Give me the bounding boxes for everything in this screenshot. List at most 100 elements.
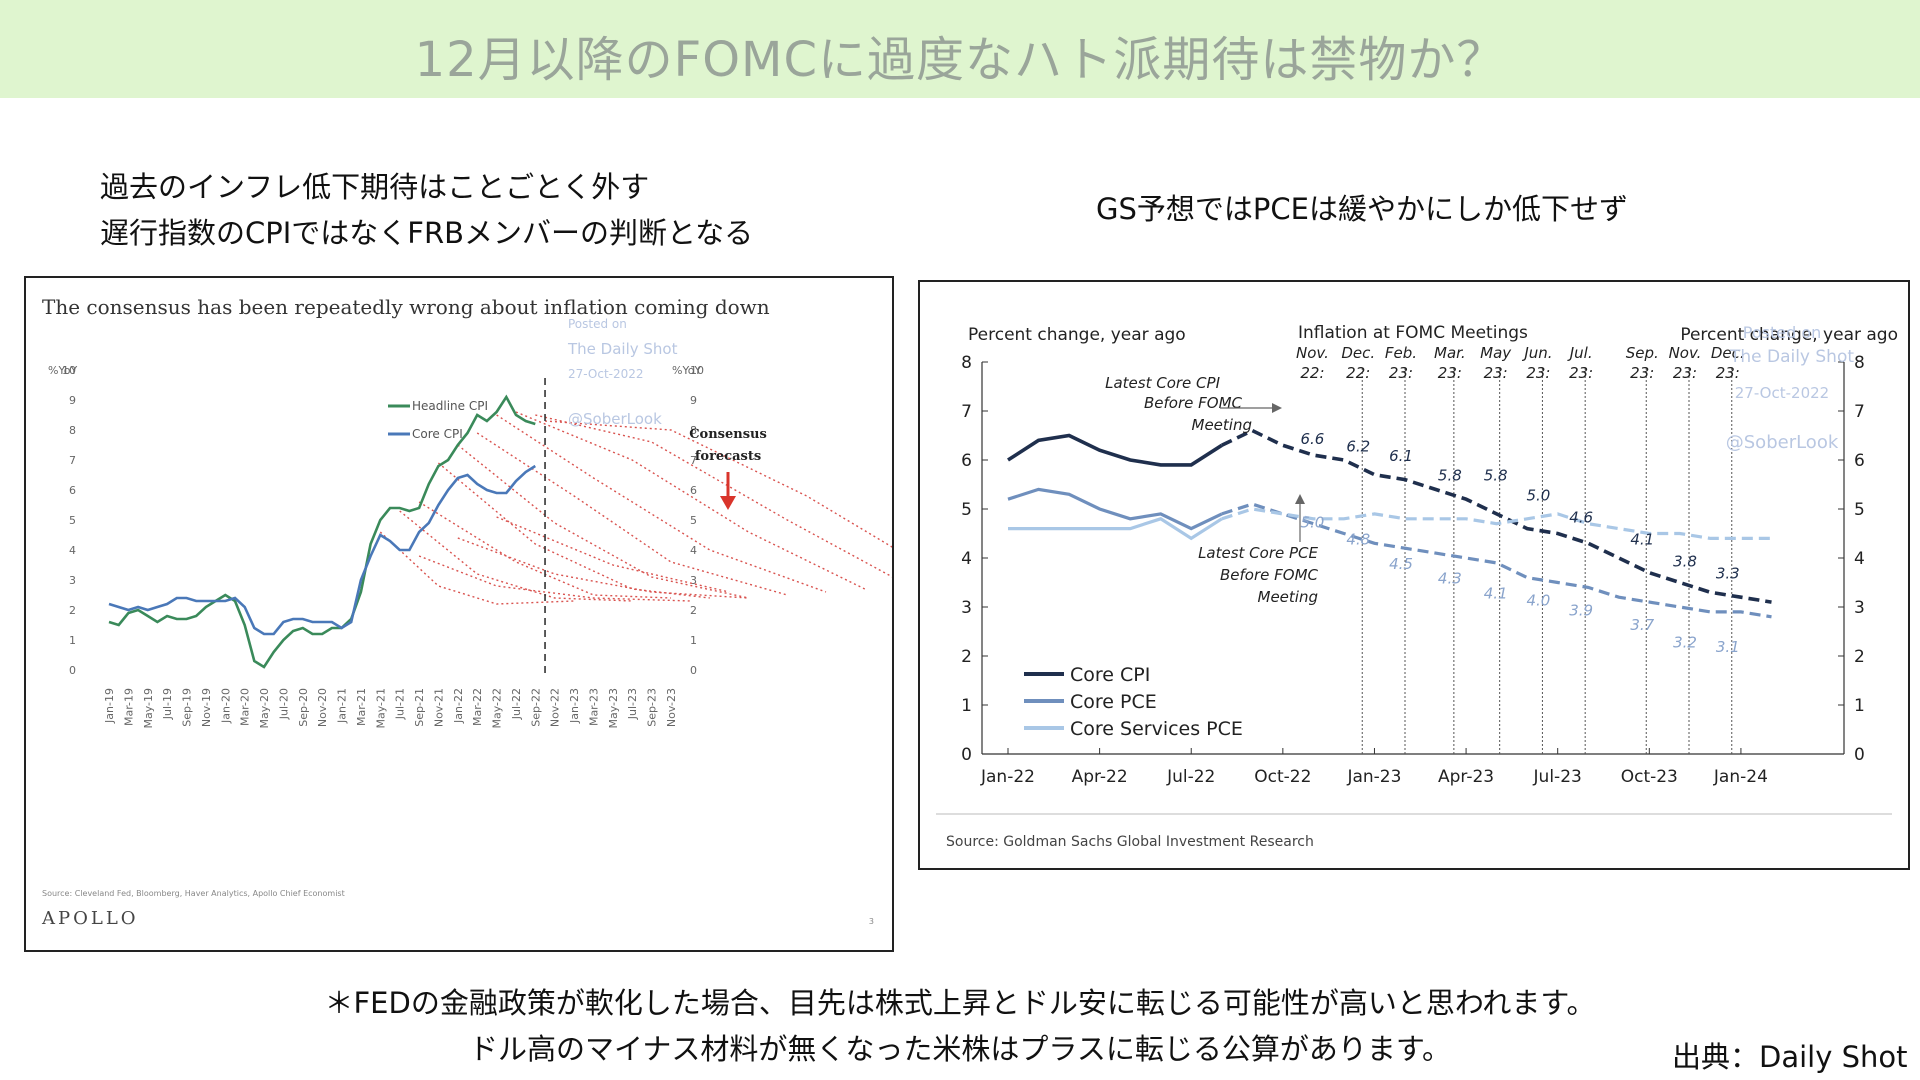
core-cpi-value-label: 6.6 <box>1301 430 1325 448</box>
apollo-logo: APOLLO <box>41 908 139 929</box>
y-axis-label-left: Percent change, year ago <box>968 325 1186 345</box>
x-tick-label: Sep-20 <box>297 688 310 727</box>
cpi-note-line: Before FOMC <box>1144 394 1243 412</box>
left-caption-line1: 過去のインフレ低下期待はことごとく外す <box>100 170 650 204</box>
core-pce-value-label: 4.1 <box>1484 584 1508 602</box>
watermark-text: Posted on <box>568 317 627 331</box>
y-tick-label-left: 7 <box>69 454 76 467</box>
legend-label: Core PCE <box>1070 691 1157 713</box>
x-tick-label: Mar-21 <box>355 688 368 726</box>
chart-title: Inflation at FOMC Meetings <box>1298 323 1528 343</box>
x-tick-label: Mar-23 <box>587 688 600 726</box>
y-tick-label-left: 4 <box>69 544 76 557</box>
x-tick-label: Mar-22 <box>471 688 484 726</box>
x-tick-label: Jul-22 <box>1166 767 1215 787</box>
y-tick-label-right: 4 <box>690 544 697 557</box>
core-pce-value-label: 3.9 <box>1569 601 1593 619</box>
note-line1: ＊FEDの金融政策が軟化した場合、目先は株式上昇とドル安に転じる可能性が高いと思… <box>324 986 1596 1020</box>
left-caption-line2: 遅行指数のCPIではなくFRBメンバーの判断となる <box>100 216 754 250</box>
x-tick-label: May-21 <box>374 688 387 729</box>
legend-label: Core CPI <box>1070 664 1150 686</box>
consensus-forecast-line <box>399 510 633 602</box>
annotation-line2: forecasts <box>695 449 761 464</box>
consensus-forecast-line <box>418 555 691 602</box>
watermark-text: @SoberLook <box>568 410 662 428</box>
y-tick-label-right: 6 <box>1854 451 1865 471</box>
y-tick-label-left: 2 <box>69 604 76 617</box>
title-banner: 12月以降のFOMCに過度なハト派期待は禁物か？ <box>0 0 1920 98</box>
x-tick-label: Mar-20 <box>239 688 252 726</box>
x-tick-label: May-22 <box>491 688 504 729</box>
core-pce-value-label: 4.3 <box>1438 570 1462 588</box>
y-tick-label-left: 0 <box>69 664 76 677</box>
x-tick-label: Jan-22 <box>980 767 1035 787</box>
meeting-label-month: Nov. <box>1296 344 1329 362</box>
y-tick-label-left: 8 <box>69 424 76 437</box>
core-pce-value-label: 3.1 <box>1716 638 1740 656</box>
meeting-label-year: 22: <box>1346 364 1370 382</box>
series-line-core-services-pce-forecast <box>1221 507 1772 540</box>
y-tick-label-left: 6 <box>961 451 972 471</box>
series-line-core-pce <box>1007 487 1223 531</box>
consensus-forecast-line <box>457 537 749 599</box>
apollo-chart: The consensus has been repeatedly wrong … <box>41 295 943 929</box>
core-cpi-value-label: 6.1 <box>1389 447 1413 465</box>
core-pce-value-label: 3.2 <box>1673 633 1697 651</box>
meeting-label-month: Mar. <box>1434 344 1466 362</box>
watermark-text: The Daily Shot <box>567 340 678 358</box>
y-tick-label-left: 5 <box>69 514 76 527</box>
note-line2: ドル高のマイナス材料が無くなった米株はプラスに転じる公算があります。 <box>469 1032 1451 1066</box>
y-tick-label-left: 4 <box>961 549 972 569</box>
x-tick-label: Sep-22 <box>529 688 542 727</box>
left-caption: 過去のインフレ低下期待はことごとく外す 遅行指数のCPIではなくFRBメンバーの… <box>100 164 753 256</box>
meeting-label-month: Dec. <box>1711 344 1745 362</box>
meeting-label-month: May <box>1480 344 1512 362</box>
consensus-forecast-line <box>379 531 575 605</box>
pce-note-line: Latest Core PCE <box>1198 544 1318 562</box>
x-tick-label: Sep-21 <box>413 688 426 727</box>
chart-source: Source: Cleveland Fed, Bloomberg, Haver … <box>42 889 345 898</box>
y-tick-label-right: 6 <box>690 484 697 497</box>
x-tick-label: Apr-22 <box>1072 767 1128 787</box>
pce-note-line: Meeting <box>1258 588 1318 606</box>
y-tick-label-right: 7 <box>690 454 697 467</box>
x-tick-label: Jul-23 <box>626 688 639 720</box>
watermark-text: Posted on <box>1743 323 1822 342</box>
meeting-label-year: 22: <box>1300 364 1324 382</box>
apollo-chart-frame: The consensus has been repeatedly wrong … <box>24 276 943 952</box>
meeting-label-month: Dec. <box>1341 344 1375 362</box>
core-cpi-value-label: 5.8 <box>1438 467 1462 485</box>
page-title: 12月以降のFOMCに過度なハト派期待は禁物か？ <box>414 32 1506 88</box>
meeting-label-year: 23: <box>1630 364 1654 382</box>
y-tick-label-left: 0 <box>961 745 972 765</box>
x-tick-label: Jul-22 <box>510 688 523 720</box>
core-cpi-value-label: 3.8 <box>1673 552 1697 570</box>
legend-label: Core Services PCE <box>1070 718 1243 740</box>
x-tick-label: Nov-22 <box>549 688 562 727</box>
y-tick-label-left: 1 <box>961 696 972 716</box>
core-pce-value-label: 4.8 <box>1346 530 1370 548</box>
y-tick-label-right: 1 <box>690 634 697 647</box>
x-tick-label: Sep-19 <box>181 688 194 727</box>
y-tick-label-right: 5 <box>1854 500 1865 520</box>
y-tick-label-left: 10 <box>62 364 76 377</box>
y-tick-label-right: 0 <box>690 664 697 677</box>
y-tick-label-right: 0 <box>1854 745 1865 765</box>
meeting-label-month: Nov. <box>1669 344 1702 362</box>
right-caption: GS予想ではPCEは緩やかにしか低下せず <box>1096 192 1628 226</box>
y-tick-label-left: 9 <box>69 394 76 407</box>
x-tick-label: Jul-21 <box>394 688 407 720</box>
y-tick-label-right: 4 <box>1854 549 1865 569</box>
x-tick-label: Oct-22 <box>1254 767 1311 787</box>
consensus-forecast-line <box>437 462 710 599</box>
core-cpi-value-label: 4.6 <box>1569 508 1593 526</box>
core-cpi-value-label: 5.0 <box>1526 486 1550 504</box>
legend-label: Core CPI <box>412 427 463 441</box>
y-tick-label-right: 8 <box>1854 353 1865 373</box>
y-tick-label-right: 5 <box>690 514 697 527</box>
core-cpi-value-label: 5.8 <box>1484 467 1508 485</box>
core-cpi-value-label: 6.2 <box>1346 437 1370 455</box>
legend-label: Headline CPI <box>412 399 488 413</box>
y-tick-label-right: 2 <box>1854 647 1865 667</box>
series-line-core-cpi-forecast <box>1221 428 1772 604</box>
